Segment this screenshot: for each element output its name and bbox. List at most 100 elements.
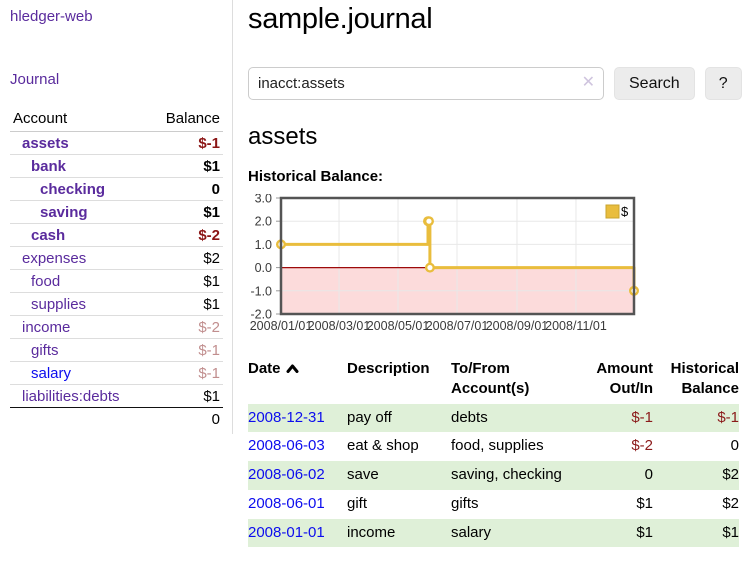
transaction-date-link[interactable]: 2008-06-03 bbox=[248, 437, 325, 455]
historical-balance-chart: $3.0 2.0 1.0 0.0 -1.0 -2.0 2008/01/01 2008/03/0… bbox=[248, 194, 640, 336]
help-button[interactable]: ? bbox=[704, 67, 742, 100]
transaction-balance: $2 bbox=[722, 466, 739, 483]
search-button[interactable]: Search bbox=[614, 67, 695, 100]
sidebar-account-balance: $-2 bbox=[198, 319, 220, 336]
sidebar-account-link[interactable]: liabilities:debts bbox=[22, 388, 120, 405]
plot-border bbox=[279, 196, 636, 316]
sidebar-account-link[interactable]: checking bbox=[40, 181, 106, 198]
sidebar-account-row: income $-2 bbox=[10, 316, 223, 339]
sidebar-account-row: food $1 bbox=[10, 270, 223, 293]
transaction-amount: $1 bbox=[636, 523, 653, 541]
legend-label: $ bbox=[621, 204, 629, 219]
sidebar-account-link[interactable]: bank bbox=[31, 158, 67, 175]
transaction-amount: $-1 bbox=[631, 408, 653, 426]
sidebar-account-link[interactable]: saving bbox=[40, 204, 88, 221]
sidebar-account-balance: $1 bbox=[203, 296, 220, 313]
y-axis-label: 3.0 bbox=[255, 194, 272, 206]
search-input-wrap: ✕ bbox=[248, 67, 604, 100]
register-header-accounts: To/From Account(s) bbox=[451, 360, 530, 398]
sidebar-account-balance: $1 bbox=[203, 388, 220, 405]
sidebar-account-balance: 0 bbox=[211, 181, 220, 198]
x-axis-label: 2008/01/01 bbox=[250, 319, 313, 333]
sidebar-account-row: gifts $-1 bbox=[10, 339, 223, 362]
accounts-rows: assets $-1 bank $1 checking 0 saving $1 cash $-2 e… bbox=[10, 132, 223, 408]
transaction-accounts: food, supplies bbox=[451, 437, 544, 455]
sidebar-account-row: expenses $2 bbox=[10, 247, 223, 270]
transaction-accounts: debts bbox=[451, 408, 488, 426]
search-form: ✕ Search ? bbox=[248, 67, 742, 100]
sidebar-account-link[interactable]: expenses bbox=[22, 250, 87, 267]
sidebar-account-row: assets $-1 bbox=[10, 132, 223, 155]
accounts-header-balance: Balance bbox=[165, 110, 220, 127]
transaction-date-link[interactable]: 2008-12-31 bbox=[248, 408, 325, 426]
y-axis-label: 2.0 bbox=[255, 215, 272, 229]
search-input[interactable] bbox=[248, 67, 604, 100]
sidebar-account-balance: $-2 bbox=[198, 227, 220, 244]
sidebar-account-row: liabilities:debts $1 bbox=[10, 385, 223, 408]
page-title: sample.journal bbox=[248, 3, 433, 35]
register-row: 2008-12-31 pay off debts $-1 $-1 bbox=[248, 403, 739, 433]
sidebar-account-link[interactable]: supplies bbox=[31, 296, 87, 313]
app-title-link[interactable]: hledger-web bbox=[10, 8, 93, 25]
sidebar-account-link[interactable]: income bbox=[22, 319, 71, 336]
register-row: 2008-01-01 income salary $1 $1 bbox=[248, 518, 739, 548]
sidebar: hledger-web Journal Account Balance asse… bbox=[0, 0, 233, 434]
transaction-balance: 0 bbox=[730, 437, 739, 455]
accounts-table-header: Account Balance bbox=[10, 107, 223, 132]
sidebar-account-balance: $-1 bbox=[198, 365, 220, 382]
sidebar-account-balance: $-1 bbox=[198, 135, 220, 152]
transaction-balance: $-1 bbox=[717, 408, 739, 426]
register-header-balance: Historical Balance bbox=[670, 360, 739, 398]
sidebar-account-balance: $2 bbox=[203, 250, 220, 267]
transaction-description: pay off bbox=[347, 408, 392, 426]
transaction-description: gift bbox=[347, 494, 368, 512]
transaction-description: income bbox=[347, 523, 396, 541]
x-axis-label: 2008/05/01 bbox=[367, 319, 430, 333]
sidebar-account-link[interactable]: gifts bbox=[31, 342, 59, 359]
sidebar-account-link[interactable]: assets bbox=[22, 135, 69, 152]
transaction-date-link[interactable]: 2008-01-01 bbox=[248, 523, 325, 541]
date-header-label: Date bbox=[248, 360, 281, 377]
transaction-amount: $1 bbox=[636, 494, 653, 512]
register-row: 2008-06-01 gift gifts $1 $2 bbox=[248, 490, 739, 519]
sidebar-account-balance: $1 bbox=[203, 204, 220, 221]
sidebar-account-row: saving $1 bbox=[10, 201, 223, 224]
sidebar-account-balance: $1 bbox=[203, 158, 220, 175]
register-header-description: Description bbox=[347, 360, 430, 377]
register-row: 2008-06-03 eat & shop food, supplies $-2 0 bbox=[248, 432, 739, 461]
sort-ascending-icon bbox=[286, 359, 299, 379]
register-row: 2008-06-02 save saving, checking 0 $2 bbox=[248, 461, 739, 490]
transaction-description: save bbox=[347, 466, 379, 483]
register-table: Date Description To/From Account(s) Amou… bbox=[248, 357, 739, 548]
clear-search-icon[interactable]: ✕ bbox=[581, 74, 595, 91]
transaction-accounts: saving, checking bbox=[451, 466, 562, 483]
sidebar-account-link[interactable]: cash bbox=[31, 227, 66, 244]
register-header-date[interactable]: Date bbox=[248, 357, 347, 404]
legend-swatch bbox=[605, 204, 620, 219]
x-axis-label: 2008/11/01 bbox=[545, 319, 607, 333]
transaction-amount: 0 bbox=[644, 466, 653, 483]
sidebar-account-link[interactable]: food bbox=[31, 273, 61, 290]
transaction-date-link[interactable]: 2008-06-01 bbox=[248, 494, 325, 512]
x-axis-label: 2008/07/01 bbox=[426, 319, 489, 333]
data-point-marker bbox=[423, 216, 434, 227]
transaction-description: eat & shop bbox=[347, 437, 419, 455]
chart-title: Historical Balance: bbox=[248, 168, 384, 185]
transaction-date-link[interactable]: 2008-06-02 bbox=[248, 466, 325, 483]
main-content: sample.journal ✕ Search ? assets Histori… bbox=[233, 0, 742, 548]
y-axis-label: -1.0 bbox=[250, 284, 272, 298]
sidebar-account-row: cash $-2 bbox=[10, 224, 223, 247]
accounts-total-value: 0 bbox=[211, 411, 220, 428]
transaction-accounts: gifts bbox=[451, 494, 479, 512]
sidebar-account-row: bank $1 bbox=[10, 155, 223, 178]
sidebar-account-balance: $1 bbox=[203, 273, 220, 290]
sidebar-account-row: checking 0 bbox=[10, 178, 223, 201]
accounts-total-row: 0 bbox=[10, 407, 223, 428]
app-window: hledger-web Journal Account Balance asse… bbox=[0, 0, 742, 548]
sidebar-account-row: salary $-1 bbox=[10, 362, 223, 385]
sidebar-account-link[interactable]: salary bbox=[31, 365, 72, 382]
sidebar-item-journal[interactable]: Journal bbox=[10, 71, 60, 88]
balance-chart-svg: $3.0 2.0 1.0 0.0 -1.0 -2.02008/01/012008/03/0… bbox=[250, 194, 640, 333]
x-axis-label: 2008/03/01 bbox=[308, 319, 371, 333]
account-heading: assets bbox=[248, 123, 318, 150]
